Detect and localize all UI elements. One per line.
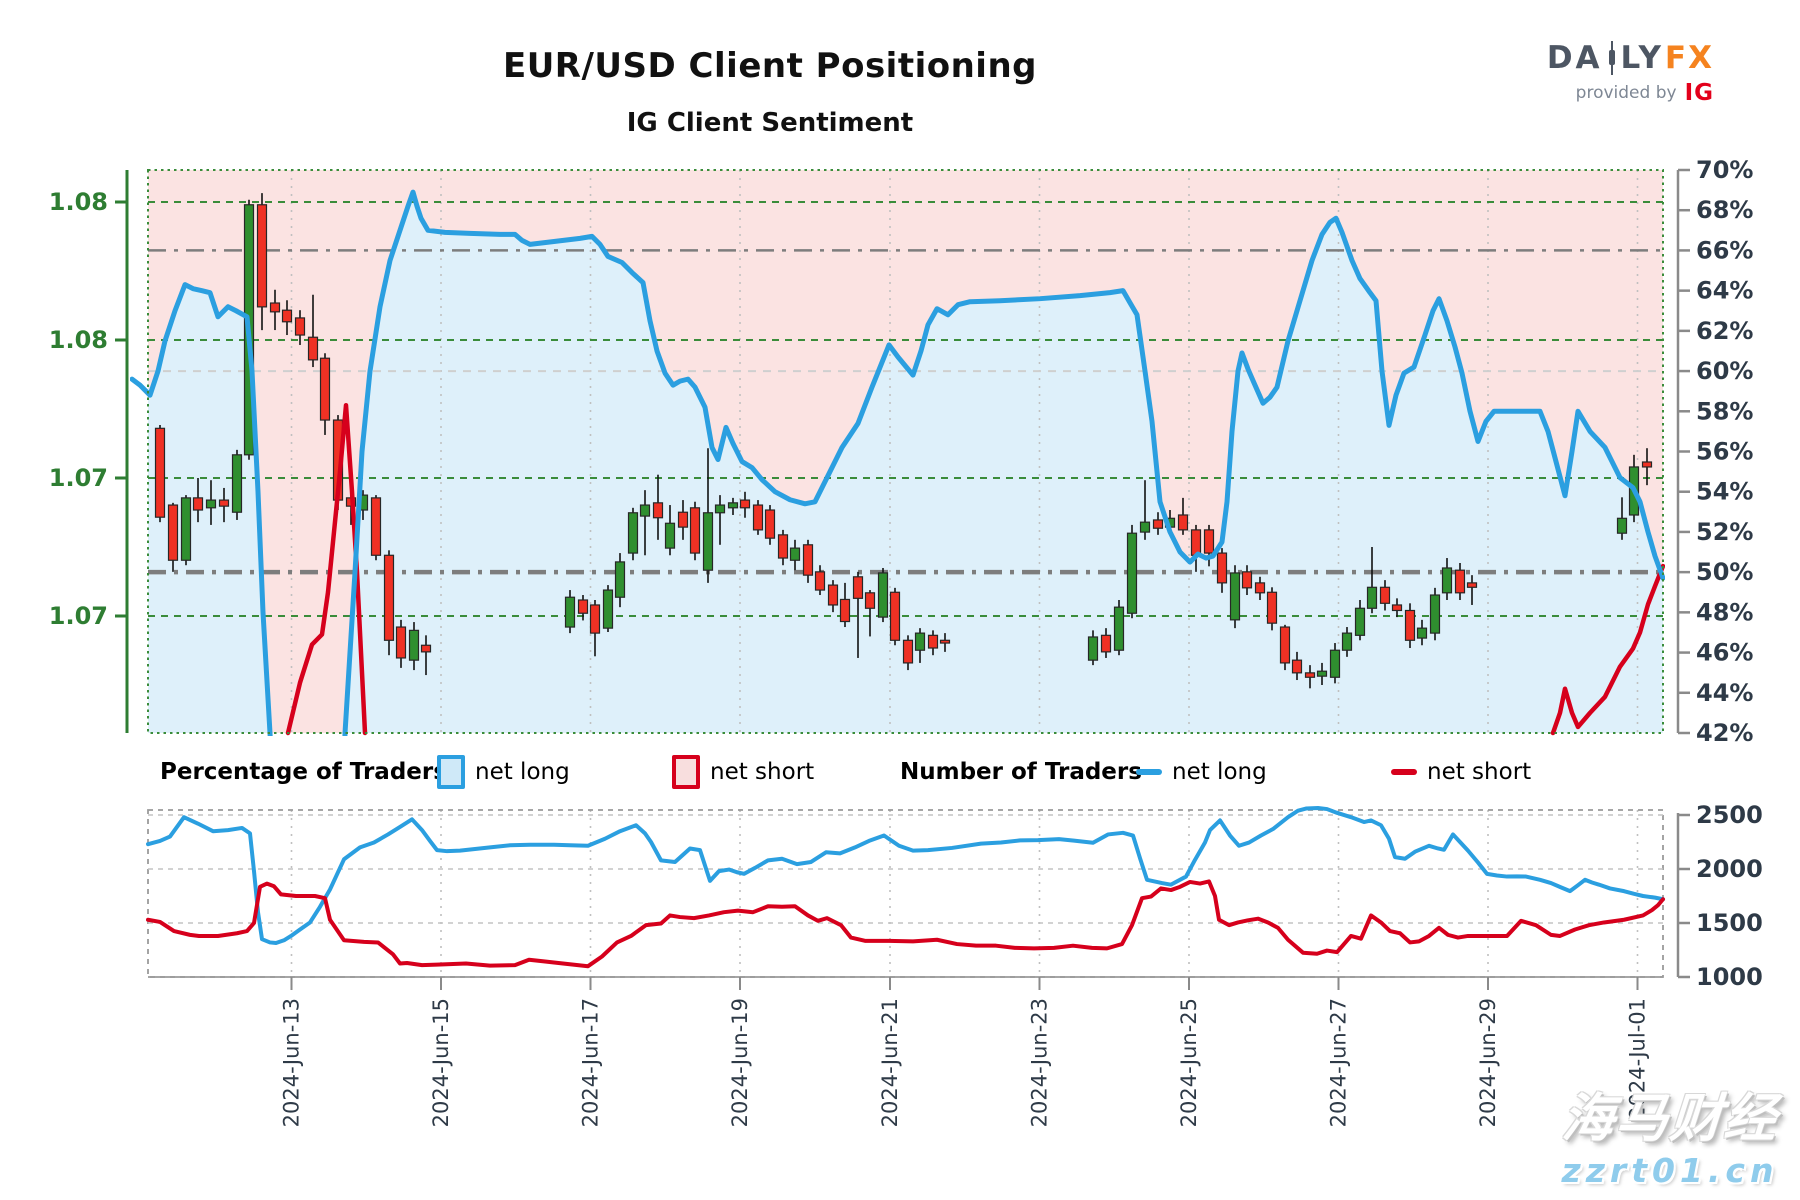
legend-count-net-long: net long xyxy=(1136,756,1267,788)
svg-text:52%: 52% xyxy=(1696,518,1753,546)
svg-text:56%: 56% xyxy=(1696,438,1753,466)
svg-text:2024-Jun-17: 2024-Jun-17 xyxy=(579,998,603,1127)
sentiment-lines xyxy=(130,189,1665,736)
svg-text:58%: 58% xyxy=(1696,397,1753,425)
svg-text:64%: 64% xyxy=(1696,277,1753,305)
net-long-swatch-icon xyxy=(437,755,465,789)
svg-text:2500: 2500 xyxy=(1696,801,1763,829)
svg-text:2024-Jun-23: 2024-Jun-23 xyxy=(1028,998,1052,1127)
svg-text:2024-Jun-15: 2024-Jun-15 xyxy=(429,998,453,1127)
logo-daily-text-1: DA xyxy=(1546,40,1603,76)
svg-text:2024-Jun-25: 2024-Jun-25 xyxy=(1177,998,1201,1127)
svg-text:2024-Jun-27: 2024-Jun-27 xyxy=(1327,998,1351,1127)
svg-text:1000: 1000 xyxy=(1696,963,1763,991)
svg-text:46%: 46% xyxy=(1696,639,1753,667)
logo-fx-text: FX xyxy=(1664,40,1714,76)
svg-text:1.08: 1.08 xyxy=(49,326,108,354)
net-short-line-icon xyxy=(1391,769,1417,775)
svg-text:2024-Jun-29: 2024-Jun-29 xyxy=(1476,998,1500,1127)
svg-text:68%: 68% xyxy=(1696,196,1753,224)
logo-daily-text-2: LY xyxy=(1620,40,1664,76)
svg-text:2024-Jun-21: 2024-Jun-21 xyxy=(878,998,902,1127)
legend-pct-net-long: net long xyxy=(437,755,570,789)
svg-text:50%: 50% xyxy=(1696,558,1753,586)
svg-text:2024-Jun-13: 2024-Jun-13 xyxy=(280,998,304,1127)
svg-text:1.07: 1.07 xyxy=(49,464,108,492)
svg-text:70%: 70% xyxy=(1696,156,1753,184)
svg-text:48%: 48% xyxy=(1696,598,1753,626)
svg-text:2024-Jun-19: 2024-Jun-19 xyxy=(728,998,752,1127)
svg-text:1.07: 1.07 xyxy=(49,602,108,630)
legend-percentage-title: Percentage of Traders xyxy=(160,759,447,785)
chart-subtitle: IG Client Sentiment xyxy=(626,108,914,138)
svg-text:54%: 54% xyxy=(1696,478,1753,506)
svg-text:60%: 60% xyxy=(1696,357,1753,385)
legend-number-title: Number of Traders xyxy=(900,759,1142,785)
dailyfx-logo: DA LY FX provided by IG xyxy=(1547,40,1714,106)
svg-text:1500: 1500 xyxy=(1696,909,1763,937)
svg-text:66%: 66% xyxy=(1696,236,1753,264)
page-title: EUR/USD Client Positioning xyxy=(502,46,1038,86)
svg-text:1.08: 1.08 xyxy=(49,188,108,216)
legend-pct-net-short: net short xyxy=(672,755,814,789)
svg-text:62%: 62% xyxy=(1696,317,1753,345)
svg-text:2000: 2000 xyxy=(1696,855,1763,883)
legend-count-net-short: net short xyxy=(1391,756,1531,788)
candlestick-icon xyxy=(1606,41,1618,75)
net-long-line-icon xyxy=(1136,769,1162,775)
svg-text:44%: 44% xyxy=(1696,679,1753,707)
provided-by-label: provided by xyxy=(1575,83,1677,103)
svg-text:42%: 42% xyxy=(1696,719,1753,747)
svg-text:2024-Jul-01: 2024-Jul-01 xyxy=(1626,998,1650,1120)
ig-logo: IG xyxy=(1684,80,1714,106)
net-short-swatch-icon xyxy=(672,755,700,789)
